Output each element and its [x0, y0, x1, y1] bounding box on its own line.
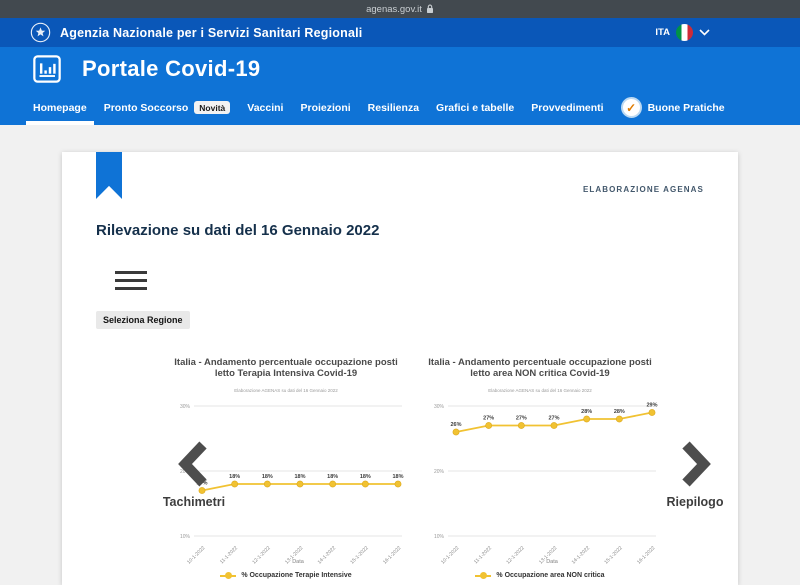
svg-text:12-1-2022: 12-1-2022	[505, 545, 526, 566]
chart-title: Italia - Andamento percentuale occupazio…	[428, 356, 652, 379]
nav-vaccini[interactable]: Vaccini	[240, 90, 290, 125]
dashboard-card: ELABORAZIONE AGENAS Rilevazione su dati …	[62, 152, 738, 585]
svg-text:29%: 29%	[646, 403, 657, 409]
svg-text:27%: 27%	[516, 416, 527, 422]
nav-homepage[interactable]: Homepage	[26, 90, 94, 125]
line-chart-terapia-intensiva[interactable]: 30%20%10%17%10-1-202218%11-1-202218%12-1…	[164, 398, 408, 570]
italian-flag-icon	[676, 24, 693, 41]
svg-text:20%: 20%	[180, 469, 191, 475]
legend-marker-icon	[475, 572, 492, 579]
svg-text:27%: 27%	[548, 416, 559, 422]
svg-text:10%: 10%	[434, 534, 445, 540]
svg-text:18%: 18%	[392, 474, 403, 480]
page-title: Rilevazione su dati del 16 Gennaio 2022	[96, 222, 380, 239]
svg-text:26%: 26%	[450, 422, 461, 428]
pager-next-riepilogo[interactable]: Riepilogo	[655, 440, 735, 509]
svg-text:10-1-2022: 10-1-2022	[186, 545, 207, 566]
legend-label: % Occupazione area NON critica	[496, 572, 605, 579]
nav-label: Homepage	[33, 101, 87, 114]
nav-label: Buone Pratiche	[647, 101, 725, 114]
pager-prev-tachimetri[interactable]: Tachimetri	[154, 440, 234, 509]
svg-text:28%: 28%	[581, 409, 592, 415]
svg-text:28%: 28%	[614, 409, 625, 415]
pager-label: Tachimetri	[162, 495, 226, 509]
main-navigation: Homepage Pronto Soccorso Novità Vaccini …	[0, 90, 800, 125]
svg-text:14-1-2022: 14-1-2022	[571, 545, 592, 566]
svg-text:18%: 18%	[229, 474, 240, 480]
nav-label: Pronto Soccorso	[103, 101, 189, 114]
svg-text:10-1-2022: 10-1-2022	[440, 545, 461, 566]
nav-pronto-soccorso[interactable]: Pronto Soccorso Novità	[97, 90, 238, 125]
language-code: ITA	[655, 27, 670, 38]
svg-text:12-1-2022: 12-1-2022	[251, 545, 272, 566]
portal-title: Portale Covid-19	[82, 55, 261, 81]
svg-text:30%: 30%	[180, 404, 191, 410]
line-chart-area-non-critica[interactable]: 30% 20% 10% 26% 10-1-2022 27% 11-1-2022 27% 12-1…	[418, 398, 662, 570]
svg-text:15-1-2022: 15-1-2022	[349, 545, 370, 566]
chevron-down-icon	[699, 29, 710, 36]
agency-name: Agenzia Nazionale per i Servizi Sanitari…	[60, 25, 363, 40]
nav-label: Resilienza	[367, 101, 420, 114]
svg-text:18%: 18%	[294, 474, 305, 480]
bar-chart-icon	[33, 54, 61, 83]
nav-buone-pratiche[interactable]: ✓ Buone Pratiche	[614, 90, 732, 125]
browser-url-bar: agenas.gov.it	[0, 0, 800, 18]
charts-row: Italia - Andamento percentuale occupazio…	[164, 348, 662, 579]
svg-text:Data: Data	[546, 559, 559, 565]
svg-text:16-1-2022: 16-1-2022	[382, 545, 403, 566]
hamburger-menu-icon[interactable]	[115, 271, 147, 295]
svg-text:27%: 27%	[483, 416, 494, 422]
svg-text:10%: 10%	[180, 534, 191, 540]
svg-text:20%: 20%	[434, 469, 445, 475]
main-header: Portale Covid-19	[0, 47, 800, 90]
language-selector[interactable]: ITA	[655, 24, 710, 41]
legend-marker-icon	[220, 572, 237, 579]
pager-label: Riepilogo	[666, 495, 724, 509]
chart-title: Italia - Andamento percentuale occupazio…	[174, 356, 398, 379]
seleziona-regione-button[interactable]: Seleziona Regione	[96, 311, 190, 329]
bookmark-ribbon-icon	[96, 152, 122, 199]
elaborazione-label: ELABORAZIONE AGENAS	[582, 185, 704, 194]
chevron-left-icon	[178, 441, 207, 487]
chevron-right-icon	[682, 441, 711, 487]
nav-resilienza[interactable]: Resilienza	[361, 90, 426, 125]
nav-grafici-e-tabelle[interactable]: Grafici e tabelle	[429, 90, 521, 125]
svg-text:18%: 18%	[360, 474, 371, 480]
nav-label: Provvedimenti	[531, 101, 604, 114]
svg-text:14-1-2022: 14-1-2022	[317, 545, 338, 566]
legend-area-non-critica[interactable]: % Occupazione area NON critica	[475, 572, 605, 579]
svg-text:30%: 30%	[434, 404, 445, 410]
url-text: agenas.gov.it	[366, 3, 422, 15]
slim-header: Agenzia Nazionale per i Servizi Sanitari…	[0, 18, 800, 47]
svg-text:18%: 18%	[327, 474, 338, 480]
svg-text:11-1-2022: 11-1-2022	[473, 545, 493, 565]
legend-label: % Occupazione Terapie Intensive	[241, 572, 352, 579]
chart-subtitle: Elaborazione AGENAS su dati del 16 Genna…	[488, 388, 592, 393]
svg-text:18%: 18%	[262, 474, 273, 480]
nav-label: Vaccini	[247, 101, 284, 114]
nav-provvedimenti[interactable]: Provvedimenti	[524, 90, 610, 125]
legend-terapia-intensiva[interactable]: % Occupazione Terapie Intensive	[220, 572, 352, 579]
lock-icon	[426, 4, 433, 13]
nav-proiezioni[interactable]: Proiezioni	[293, 90, 357, 125]
svg-text:Data: Data	[292, 559, 305, 565]
svg-text:11-1-2022: 11-1-2022	[219, 545, 239, 565]
republic-emblem-logo	[30, 22, 51, 43]
check-circle-icon: ✓	[620, 97, 642, 118]
chart-terapia-intensiva: Italia - Andamento percentuale occupazio…	[164, 348, 408, 579]
nav-label: Proiezioni	[300, 101, 351, 114]
svg-text:16-1-2022: 16-1-2022	[636, 545, 657, 566]
nav-label: Grafici e tabelle	[436, 101, 515, 114]
svg-text:15-1-2022: 15-1-2022	[603, 545, 624, 566]
chart-area-non-critica: Italia - Andamento percentuale occupazio…	[418, 348, 662, 579]
novita-badge: Novità	[194, 101, 231, 114]
chart-subtitle: Elaborazione AGENAS su dati del 16 Genna…	[234, 388, 338, 393]
